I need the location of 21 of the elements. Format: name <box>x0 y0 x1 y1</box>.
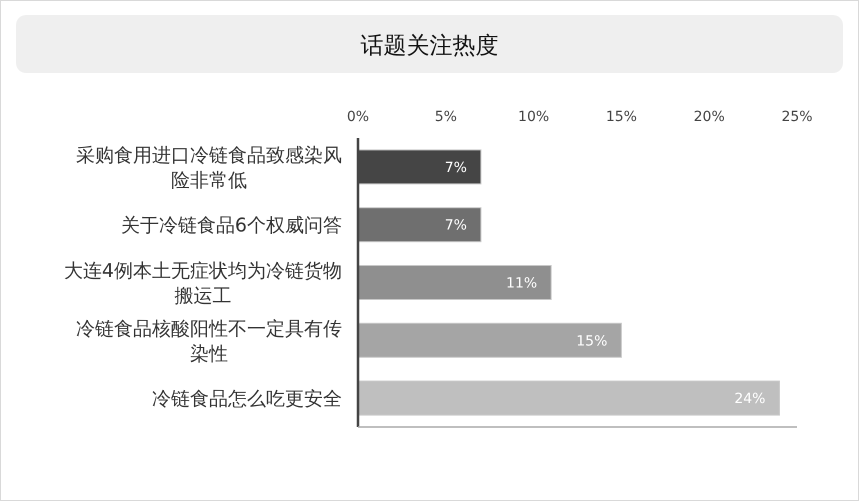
data-label: 7% <box>444 218 467 234</box>
bar <box>358 265 552 300</box>
data-label: 7% <box>444 160 467 176</box>
chart-title: 话题关注热度 <box>360 33 498 59</box>
y-tick-label: 关于冷链食品6个权威问答 <box>120 214 342 237</box>
x-tick-label: 15% <box>606 109 637 125</box>
data-label: 11% <box>506 276 538 292</box>
x-tick-label: 0% <box>346 109 370 125</box>
x-tick-label: 10% <box>518 109 550 125</box>
y-tick-label: 采购食用进口冷链食品致感染风险非常低 <box>76 144 342 192</box>
y-tick-label: 冷链食品怎么吃更安全 <box>152 388 342 410</box>
x-tick-label: 20% <box>694 109 725 125</box>
data-label: 15% <box>576 333 608 350</box>
bar <box>358 322 622 358</box>
y-tick-label: 冷链食品核酸阳性不一定具有传染性 <box>76 318 342 365</box>
x-tick-label: 5% <box>434 109 457 125</box>
bar <box>358 207 482 242</box>
bar <box>358 380 780 416</box>
x-tick-label: 25% <box>781 109 813 125</box>
y-tick-label: 大连4例本土无症状均为冷链货物搬运工 <box>64 260 342 307</box>
data-label: 24% <box>734 391 766 408</box>
